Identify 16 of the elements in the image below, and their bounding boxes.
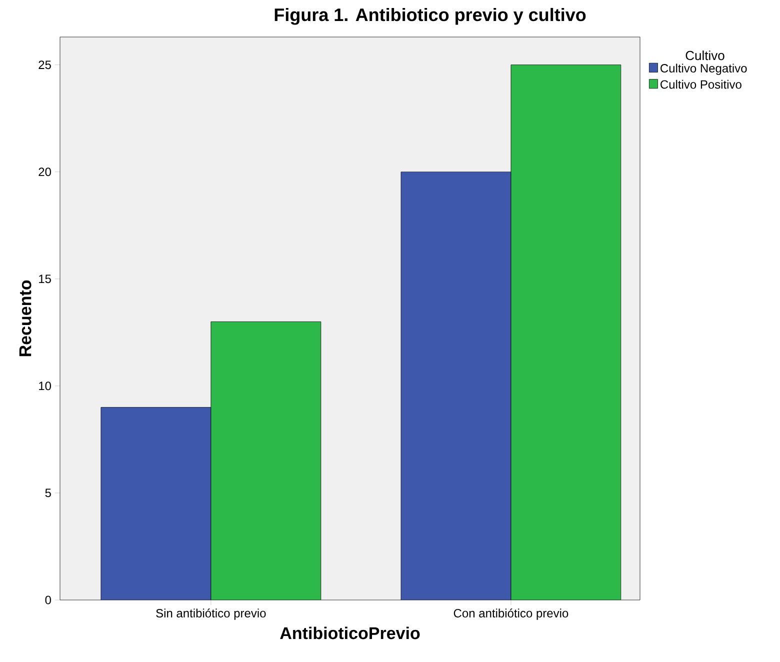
y-tick-label: 20 xyxy=(38,168,52,176)
chart-title: Figura 1. Antibiotico previo y cultivo xyxy=(274,8,586,25)
bar xyxy=(210,322,322,600)
y-tick-label: 15 xyxy=(39,274,51,284)
x-tick-label: Sin antibiótico previo xyxy=(156,608,266,620)
legend-label: Cultivo Positivo xyxy=(660,80,742,89)
y-tick-label: 5 xyxy=(45,488,51,498)
y-tick-label: 10 xyxy=(39,382,52,390)
bar xyxy=(510,64,622,600)
x-axis-title: AntibioticoPrevio xyxy=(280,626,420,640)
y-axis-title: Recuento xyxy=(19,280,32,356)
legend-label: Cultivo Negativo xyxy=(660,64,747,75)
y-tick-label: 0 xyxy=(45,596,52,604)
legend-title: Cultivo xyxy=(686,50,724,60)
y-tick-label: 25 xyxy=(38,60,51,70)
x-tick-label: Con antibiótico previo xyxy=(454,608,568,620)
